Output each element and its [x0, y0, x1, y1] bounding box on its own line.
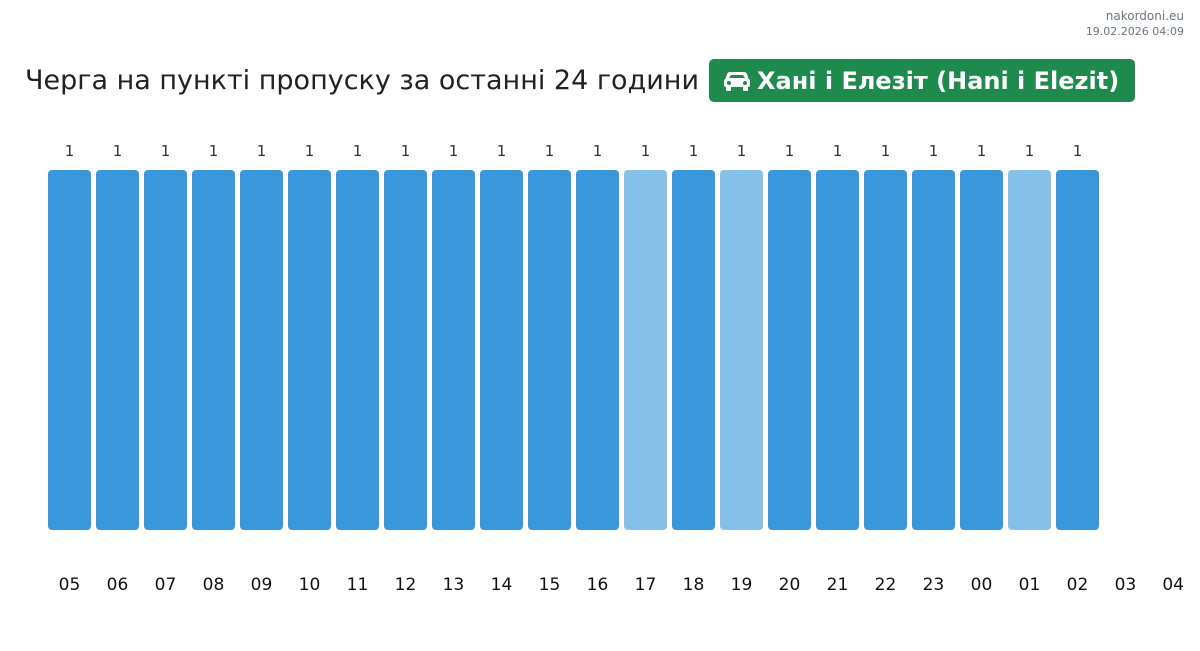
- page-title: Черга на пункті пропуску за останні 24 г…: [25, 65, 699, 96]
- bar-19: [720, 170, 763, 530]
- hour-label-01: 01: [1019, 575, 1041, 595]
- hour-label-00: 00: [971, 575, 993, 595]
- value-label-21: 1: [833, 142, 843, 160]
- bar-17: [624, 170, 667, 530]
- value-label-14: 1: [497, 142, 507, 160]
- value-label-23: 1: [929, 142, 939, 160]
- value-label-13: 1: [449, 142, 459, 160]
- value-label-01: 1: [1025, 142, 1035, 160]
- hour-label-15: 15: [539, 575, 561, 595]
- bar-08: [192, 170, 235, 530]
- checkpoint-badge: Хані і Елезіт (Hani i Elezit): [709, 59, 1136, 102]
- hour-label-13: 13: [443, 575, 465, 595]
- value-label-18: 1: [689, 142, 699, 160]
- bar-01: [1008, 170, 1051, 530]
- bar-21: [816, 170, 859, 530]
- hour-label-11: 11: [347, 575, 369, 595]
- bar-06: [96, 170, 139, 530]
- bar-20: [768, 170, 811, 530]
- hour-label-23: 23: [923, 575, 945, 595]
- hour-label-06: 06: [107, 575, 129, 595]
- bar-02: [1056, 170, 1099, 530]
- hour-label-10: 10: [299, 575, 321, 595]
- hour-label-21: 21: [827, 575, 849, 595]
- hour-label-17: 17: [635, 575, 657, 595]
- bar-15: [528, 170, 571, 530]
- bar-10: [288, 170, 331, 530]
- bar-22: [864, 170, 907, 530]
- hour-label-18: 18: [683, 575, 705, 595]
- hour-label-04: 04: [1162, 575, 1184, 595]
- hour-label-02: 02: [1067, 575, 1089, 595]
- title-row: Черга на пункті пропуску за останні 24 г…: [25, 59, 1136, 102]
- bar-12: [384, 170, 427, 530]
- hour-label-19: 19: [731, 575, 753, 595]
- value-label-09: 1: [257, 142, 267, 160]
- bar-13: [432, 170, 475, 530]
- site-name: nakordoni.eu: [1105, 9, 1184, 23]
- value-label-16: 1: [593, 142, 603, 160]
- car-icon: [724, 71, 750, 91]
- hour-label-07: 07: [155, 575, 177, 595]
- bar-18: [672, 170, 715, 530]
- hour-label-14: 14: [491, 575, 513, 595]
- value-label-08: 1: [209, 142, 219, 160]
- bar-16: [576, 170, 619, 530]
- meta-info: nakordoni.eu 19.02.2026 04:09: [1086, 9, 1184, 39]
- value-label-12: 1: [401, 142, 411, 160]
- bar-07: [144, 170, 187, 530]
- timestamp: 19.02.2026 04:09: [1085, 25, 1184, 38]
- value-label-10: 1: [305, 142, 315, 160]
- value-label-19: 1: [737, 142, 747, 160]
- value-label-05: 1: [65, 142, 75, 160]
- hour-label-20: 20: [779, 575, 801, 595]
- bar-00: [960, 170, 1003, 530]
- value-label-20: 1: [785, 142, 795, 160]
- hour-label-03: 03: [1115, 575, 1137, 595]
- value-label-07: 1: [161, 142, 171, 160]
- value-label-15: 1: [545, 142, 555, 160]
- bar-23: [912, 170, 955, 530]
- value-label-02: 1: [1073, 142, 1083, 160]
- bar-09: [240, 170, 283, 530]
- value-label-22: 1: [881, 142, 891, 160]
- hour-label-05: 05: [59, 575, 81, 595]
- value-label-06: 1: [113, 142, 123, 160]
- checkpoint-name: Хані і Елезіт (Hani i Elezit): [757, 66, 1120, 95]
- value-label-00: 1: [977, 142, 987, 160]
- bar-14: [480, 170, 523, 530]
- hour-label-09: 09: [251, 575, 273, 595]
- value-label-17: 1: [641, 142, 651, 160]
- hour-label-08: 08: [203, 575, 225, 595]
- hour-label-22: 22: [875, 575, 897, 595]
- hour-label-16: 16: [587, 575, 609, 595]
- bar-05: [48, 170, 91, 530]
- value-label-11: 1: [353, 142, 363, 160]
- hour-label-12: 12: [395, 575, 417, 595]
- bar-11: [336, 170, 379, 530]
